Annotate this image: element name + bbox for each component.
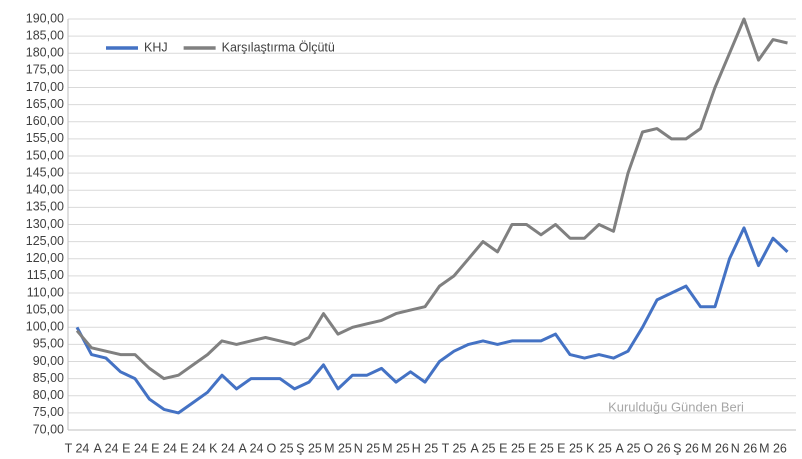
y-tick-label: 140,00 [26, 183, 64, 197]
y-tick-label: 100,00 [26, 320, 64, 334]
y-tick-label: 120,00 [26, 251, 64, 265]
y-tick-label: 180,00 [26, 46, 64, 60]
y-tick-label: 175,00 [26, 63, 64, 77]
x-tick-label: K 24 [209, 441, 235, 455]
y-tick-label: 70,00 [33, 422, 64, 436]
x-tick-label: T 25 [442, 441, 467, 455]
x-tick-label: E 25 [499, 441, 525, 455]
y-tick-label: 135,00 [26, 200, 64, 214]
x-tick-label: M 25 [324, 441, 352, 455]
legend-label: KHJ [144, 40, 168, 54]
annotation: Kurulduğu Günden Beri [608, 399, 744, 414]
y-tick-label: 125,00 [26, 234, 64, 248]
line-series [75, 226, 789, 415]
x-tick-label: O 26 [643, 441, 670, 455]
y-tick-label: 170,00 [26, 80, 64, 94]
x-tick-label: E 24 [151, 441, 177, 455]
x-tick-label: M 26 [701, 441, 729, 455]
y-tick-label: 155,00 [26, 131, 64, 145]
x-tick-label: M 25 [382, 441, 410, 455]
y-tick-label: 90,00 [33, 354, 64, 368]
y-tick-label: 115,00 [27, 268, 64, 282]
plot: 70,00 75,00 80,00 85,00 90,00 95,00 100,00 105,… [26, 11, 796, 455]
x-tick-label: A 24 [93, 441, 118, 455]
y-tick-label: 185,00 [26, 28, 64, 42]
x-tick-label: E 24 [180, 441, 206, 455]
line-series [75, 17, 788, 381]
y-tick-label: 95,00 [33, 337, 64, 351]
y-tick-label: 105,00 [26, 302, 64, 316]
y-tick-label: 110,00 [27, 285, 64, 299]
x-tick-label: E 24 [122, 441, 148, 455]
x-tick-label: K 25 [586, 441, 612, 455]
x-tick-label: A 24 [238, 441, 263, 455]
x-tick-label: N 26 [731, 441, 757, 455]
y-tick-label: 150,00 [26, 148, 64, 162]
x-tick-label: N 25 [354, 441, 380, 455]
y-tick-label: 145,00 [26, 165, 64, 179]
x-tick-label: A 25 [615, 441, 640, 455]
x-tick-label: Ş 25 [296, 441, 322, 455]
x-tick-label: M 26 [759, 441, 787, 455]
x-tick-label: E 25 [557, 441, 583, 455]
x-tick-label: T 24 [65, 441, 90, 455]
y-tick-label: 80,00 [33, 388, 64, 402]
y-tick-label: 165,00 [26, 97, 64, 111]
x-tick-label: E 25 [528, 441, 554, 455]
x-tick-label: Ş 26 [673, 441, 699, 455]
y-tick-label: 160,00 [26, 114, 64, 128]
legend-label: Karşılaştırma Ölçütü [222, 40, 335, 54]
x-tick-label: A 25 [470, 441, 495, 455]
x-tick-label: H 25 [412, 441, 438, 455]
x-tick-label: O 25 [266, 441, 293, 455]
y-tick-label: 75,00 [33, 405, 64, 419]
y-tick-label: 190,00 [26, 11, 64, 25]
y-tick-label: 85,00 [33, 371, 64, 385]
y-tick-label: 130,00 [26, 217, 64, 231]
